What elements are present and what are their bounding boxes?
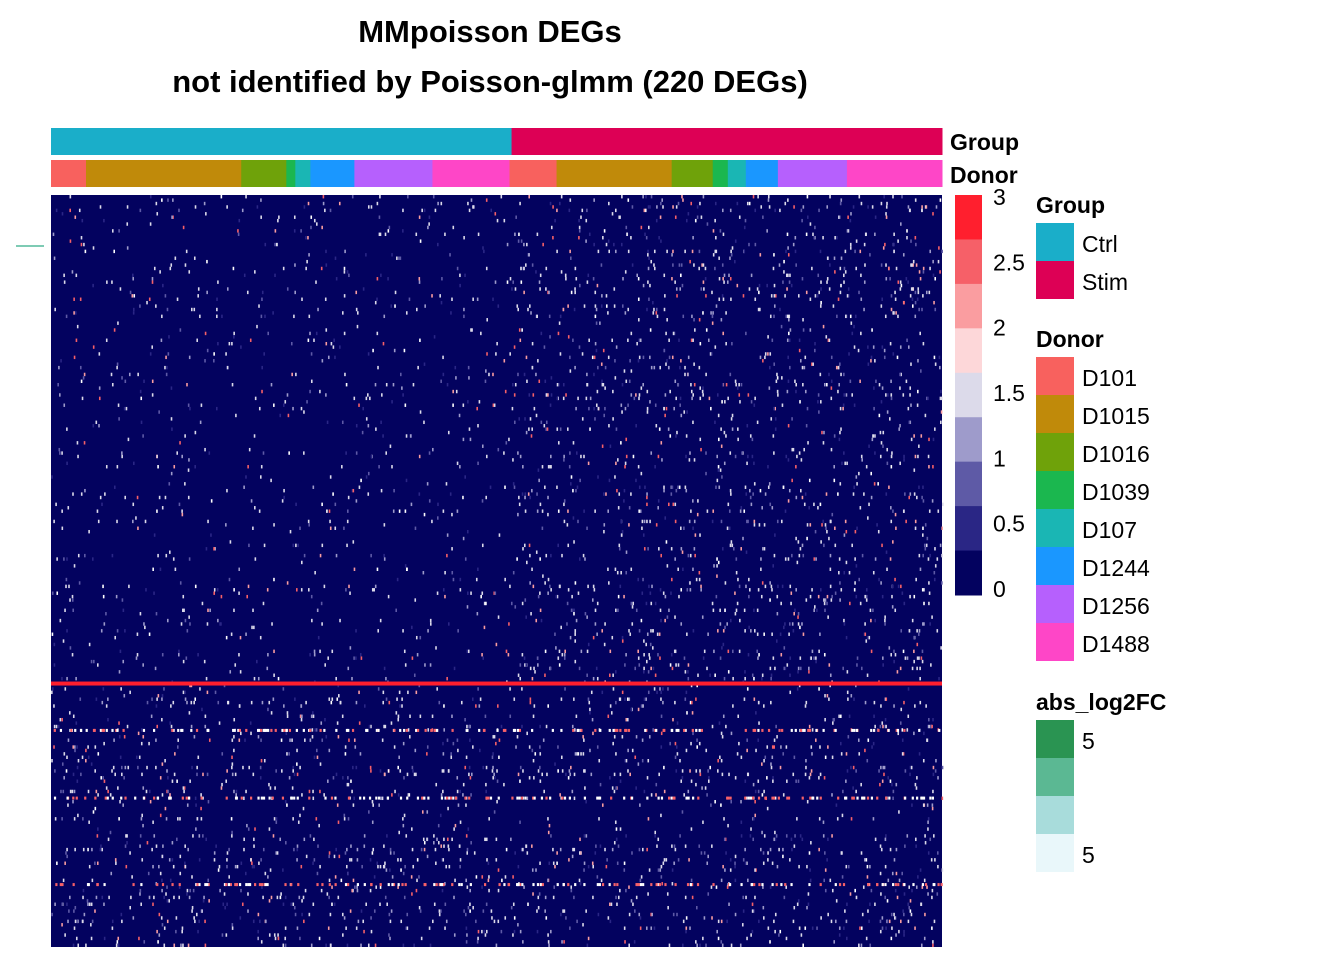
group-segment-ctrl bbox=[51, 128, 513, 155]
donor-legend-label: D107 bbox=[1082, 517, 1137, 543]
donor-legend-label: D1244 bbox=[1082, 555, 1150, 581]
donor-legend-swatch-d1016 bbox=[1036, 433, 1074, 471]
color-scale-tick-label: 3 bbox=[993, 184, 1006, 210]
donor-segment-d1039 bbox=[286, 160, 296, 187]
group-legend-swatch-stim bbox=[1036, 261, 1074, 299]
donor-segment-d1039 bbox=[712, 160, 729, 187]
heatmap-background bbox=[51, 195, 942, 947]
donor-annotation-bar bbox=[51, 160, 943, 187]
abs-log2fc-legend: abs_log2FC 5 5 bbox=[1036, 689, 1166, 872]
donor-segment-d1015 bbox=[556, 160, 673, 187]
donor-segment-d101 bbox=[509, 160, 558, 187]
group-segment-stim bbox=[511, 128, 943, 155]
abs-log2fc-legend-label-top: 5 bbox=[1082, 728, 1095, 754]
color-scale-tick-label: 1 bbox=[993, 445, 1006, 471]
donor-legend-label: D101 bbox=[1082, 365, 1137, 391]
donor-legend-label: D1256 bbox=[1082, 593, 1150, 619]
group-annotation-bar bbox=[51, 128, 943, 155]
color-scale-tick-label: 0.5 bbox=[993, 511, 1025, 537]
color-scale-tick-label: 0 bbox=[993, 576, 1006, 602]
donor-segment-d1488 bbox=[432, 160, 511, 187]
donor-legend-swatch-d1244 bbox=[1036, 547, 1074, 585]
group-row-label: Group bbox=[950, 129, 1019, 155]
donor-segment-d1244 bbox=[745, 160, 779, 187]
heatmap-cells bbox=[51, 195, 944, 947]
donor-legend-swatch-d101 bbox=[1036, 357, 1074, 395]
donor-segment-d107 bbox=[727, 160, 747, 187]
color-scale-step bbox=[955, 417, 982, 463]
group-legend-label: Stim bbox=[1082, 269, 1128, 295]
color-scale-legend: 3 2.5 2 1.5 1 0.5 0 bbox=[955, 184, 1025, 602]
donor-segment-d107 bbox=[295, 160, 311, 187]
donor-legend-title: Donor bbox=[1036, 326, 1104, 352]
donor-legend-swatch-d107 bbox=[1036, 509, 1074, 547]
donor-legend-swatch-d1039 bbox=[1036, 471, 1074, 509]
high-expression-row bbox=[53, 728, 941, 732]
color-scale-step bbox=[955, 461, 982, 507]
donor-segment-d1016 bbox=[241, 160, 287, 187]
donor-legend-swatch-d1256 bbox=[1036, 585, 1074, 623]
donor-legend-label: D1016 bbox=[1082, 441, 1150, 467]
group-legend-title: Group bbox=[1036, 192, 1105, 218]
donor-legend-label: D1488 bbox=[1082, 631, 1150, 657]
color-scale-step bbox=[955, 506, 982, 552]
color-scale-step bbox=[955, 195, 982, 240]
donor-segment-d1256 bbox=[777, 160, 848, 187]
donor-segment-d1016 bbox=[671, 160, 714, 187]
donor-legend-swatch-d1488 bbox=[1036, 623, 1074, 661]
group-legend-label: Ctrl bbox=[1082, 231, 1118, 257]
donor-segment-d1488 bbox=[846, 160, 943, 187]
highlighted-gene-row bbox=[51, 681, 942, 686]
color-scale-step bbox=[955, 239, 982, 285]
group-legend-swatch-ctrl bbox=[1036, 223, 1074, 261]
donor-legend: Donor D101 D1015 D1016 D1039 D107 D1244 D1256 D… bbox=[1036, 326, 1150, 661]
high-expression-row bbox=[53, 796, 935, 800]
donor-segment-d1244 bbox=[310, 160, 355, 187]
abs-log2fc-legend-label-bottom: 5 bbox=[1082, 842, 1095, 868]
donor-segment-d1256 bbox=[354, 160, 433, 187]
chart-subtitle: not identified by Poisson-glmm (220 DEGs… bbox=[172, 64, 808, 99]
chart-title: MMpoisson DEGs bbox=[358, 14, 622, 49]
expression-heatmap bbox=[51, 195, 944, 947]
color-scale-step bbox=[955, 372, 982, 418]
color-scale-tick-label: 2.5 bbox=[993, 249, 1025, 275]
abs-log2fc-legend-swatch bbox=[1036, 758, 1074, 796]
abs-log2fc-legend-swatch bbox=[1036, 834, 1074, 872]
color-scale-step bbox=[955, 283, 982, 329]
color-scale-step bbox=[955, 328, 982, 374]
group-legend: Group Ctrl Stim bbox=[1036, 192, 1128, 299]
color-scale-tick-label: 1.5 bbox=[993, 380, 1025, 406]
high-expression-row bbox=[55, 883, 943, 887]
color-scale-step bbox=[955, 550, 982, 596]
donor-segment-d1015 bbox=[86, 160, 242, 187]
donor-legend-label: D1015 bbox=[1082, 403, 1150, 429]
donor-segment-d101 bbox=[51, 160, 87, 187]
donor-legend-swatch-d1015 bbox=[1036, 395, 1074, 433]
donor-legend-label: D1039 bbox=[1082, 479, 1150, 505]
color-scale-tick-label: 2 bbox=[993, 315, 1006, 341]
abs-log2fc-legend-swatch bbox=[1036, 720, 1074, 758]
abs-log2fc-legend-swatch bbox=[1036, 796, 1074, 834]
abs-log2fc-legend-title: abs_log2FC bbox=[1036, 689, 1166, 715]
donor-row-label: Donor bbox=[950, 162, 1018, 188]
